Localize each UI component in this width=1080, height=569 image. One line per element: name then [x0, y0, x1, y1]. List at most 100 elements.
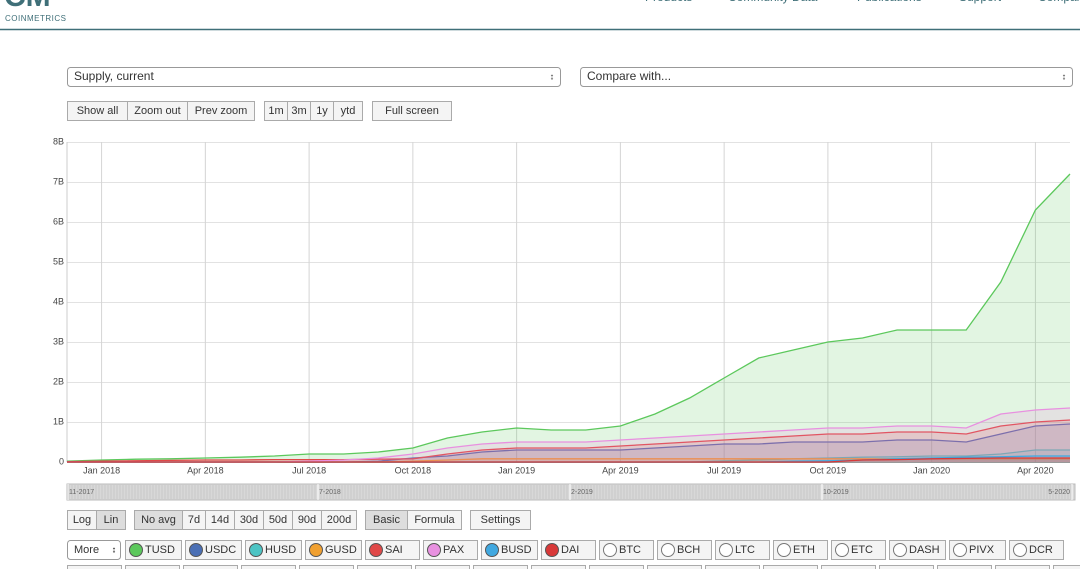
legend-swatch — [835, 543, 849, 557]
legend-item[interactable] — [473, 565, 528, 569]
button-label: Prev zoom — [195, 105, 248, 117]
nav-link[interactable]: Support — [959, 0, 1002, 4]
legend-item[interactable] — [415, 565, 470, 569]
legend-item[interactable] — [531, 565, 586, 569]
button-label: 30d — [240, 514, 258, 526]
nav-link[interactable]: Company — [1038, 0, 1080, 4]
button[interactable] — [321, 510, 357, 530]
dropdown[interactable] — [580, 67, 1073, 87]
navigator[interactable] — [66, 483, 1076, 501]
legend-label: ETC — [851, 544, 873, 556]
y-tick-label: 0 — [59, 456, 64, 466]
legend-swatch — [369, 543, 383, 557]
chart: 0 1B 2B 3B 4B 5B 6B 7B 8B Jan 2018 Apr 2018 Jul 201… — [53, 136, 1076, 501]
legend-label: ETH — [793, 544, 815, 556]
legend-label: BCH — [677, 544, 700, 556]
legend-item[interactable] — [763, 565, 818, 569]
legend-swatch — [309, 543, 323, 557]
y-tick-label: 8B — [53, 136, 64, 146]
select[interactable] — [67, 540, 121, 560]
legend-label: BTC — [619, 544, 641, 556]
dropdown-label: Supply, current — [74, 69, 154, 83]
button-label: 1m — [268, 105, 283, 117]
legend-label: TUSD — [145, 544, 175, 556]
navigator-label: 10-2019 — [823, 489, 849, 496]
dropdown-label: Compare with... — [587, 69, 671, 83]
dropdown[interactable] — [67, 67, 561, 87]
select-arrow: ↕ — [112, 544, 117, 554]
legend-label: LTC — [735, 544, 755, 556]
legend-item[interactable] — [705, 565, 760, 569]
button[interactable] — [333, 101, 363, 121]
legend-item[interactable] — [1053, 565, 1080, 569]
legend-swatch — [719, 543, 733, 557]
nav-link[interactable]: Publications — [857, 0, 922, 4]
legend-item[interactable] — [937, 565, 992, 569]
nav-link[interactable]: Community Data — [728, 0, 818, 4]
nav: Products Community Data Publications Suppor… — [645, 0, 1080, 4]
dropdown-arrow: ↕ — [550, 71, 555, 81]
y-tick-label: 2B — [53, 376, 64, 386]
legend-item[interactable] — [357, 565, 412, 569]
legend-label: DASH — [909, 544, 940, 556]
button[interactable] — [187, 101, 255, 121]
legend-label: DCR — [1029, 544, 1053, 556]
legend-item[interactable] — [67, 565, 122, 569]
legend-label: BUSD — [501, 544, 532, 556]
logo-mark[interactable]: CM — [4, 0, 51, 13]
button[interactable] — [407, 510, 462, 530]
legend-item[interactable] — [821, 565, 876, 569]
select-label: More — [74, 544, 99, 556]
nav-link[interactable]: Products — [645, 0, 692, 4]
legend-swatch — [603, 543, 617, 557]
button-label: No avg — [141, 514, 176, 526]
series-area — [67, 408, 1070, 462]
series-area — [67, 456, 1070, 462]
legend-swatch — [893, 543, 907, 557]
x-tick-label: Apr 2019 — [602, 465, 639, 475]
navigator-label: 5-2020 — [1048, 489, 1070, 496]
x-tick-label: Jan 2018 — [83, 465, 120, 475]
legend-item[interactable] — [879, 565, 934, 569]
legend-item[interactable] — [589, 565, 644, 569]
legend-item[interactable] — [647, 565, 702, 569]
x-tick-label: Jul 2019 — [707, 465, 741, 475]
y-tick-label: 3B — [53, 336, 64, 346]
y-tick-label: 6B — [53, 216, 64, 226]
button-label: Full screen — [385, 105, 439, 117]
button-label: 3m — [291, 105, 306, 117]
x-tick-label: Jan 2019 — [498, 465, 535, 475]
y-tick-label: 7B — [53, 176, 64, 186]
button[interactable] — [470, 510, 531, 530]
legend-swatch — [189, 543, 203, 557]
controls: Supply, current ↕ Compare with... ↕ Show all… — [67, 67, 1080, 569]
button[interactable] — [96, 510, 126, 530]
button-label: Formula — [414, 514, 455, 526]
y-tick-label: 4B — [53, 296, 64, 306]
legend-swatch — [249, 543, 263, 557]
x-tick-label: Oct 2018 — [395, 465, 432, 475]
legend-item[interactable] — [299, 565, 354, 569]
button-label: Lin — [104, 514, 119, 526]
button-label: Zoom out — [134, 105, 180, 117]
legend-label: PAX — [443, 544, 465, 556]
legend-item[interactable] — [125, 565, 180, 569]
button-label: Log — [73, 514, 91, 526]
legend-swatch — [777, 543, 791, 557]
navigator-label: 7-2018 — [319, 489, 341, 496]
x-tick-label: Jan 2020 — [913, 465, 950, 475]
legend-label: SAI — [385, 544, 403, 556]
legend-label: GUSD — [325, 544, 357, 556]
logo-text[interactable]: COINMETRICS — [5, 14, 67, 23]
legend-swatch — [545, 543, 559, 557]
button[interactable] — [372, 101, 452, 121]
legend-item[interactable] — [183, 565, 238, 569]
legend-item[interactable] — [995, 565, 1050, 569]
y-tick-label: 1B — [53, 416, 64, 426]
button-label: Basic — [373, 514, 400, 526]
series-line — [66, 419, 1071, 463]
series-area — [67, 174, 1070, 462]
legend-item[interactable] — [241, 565, 296, 569]
button-label: ytd — [341, 105, 356, 117]
